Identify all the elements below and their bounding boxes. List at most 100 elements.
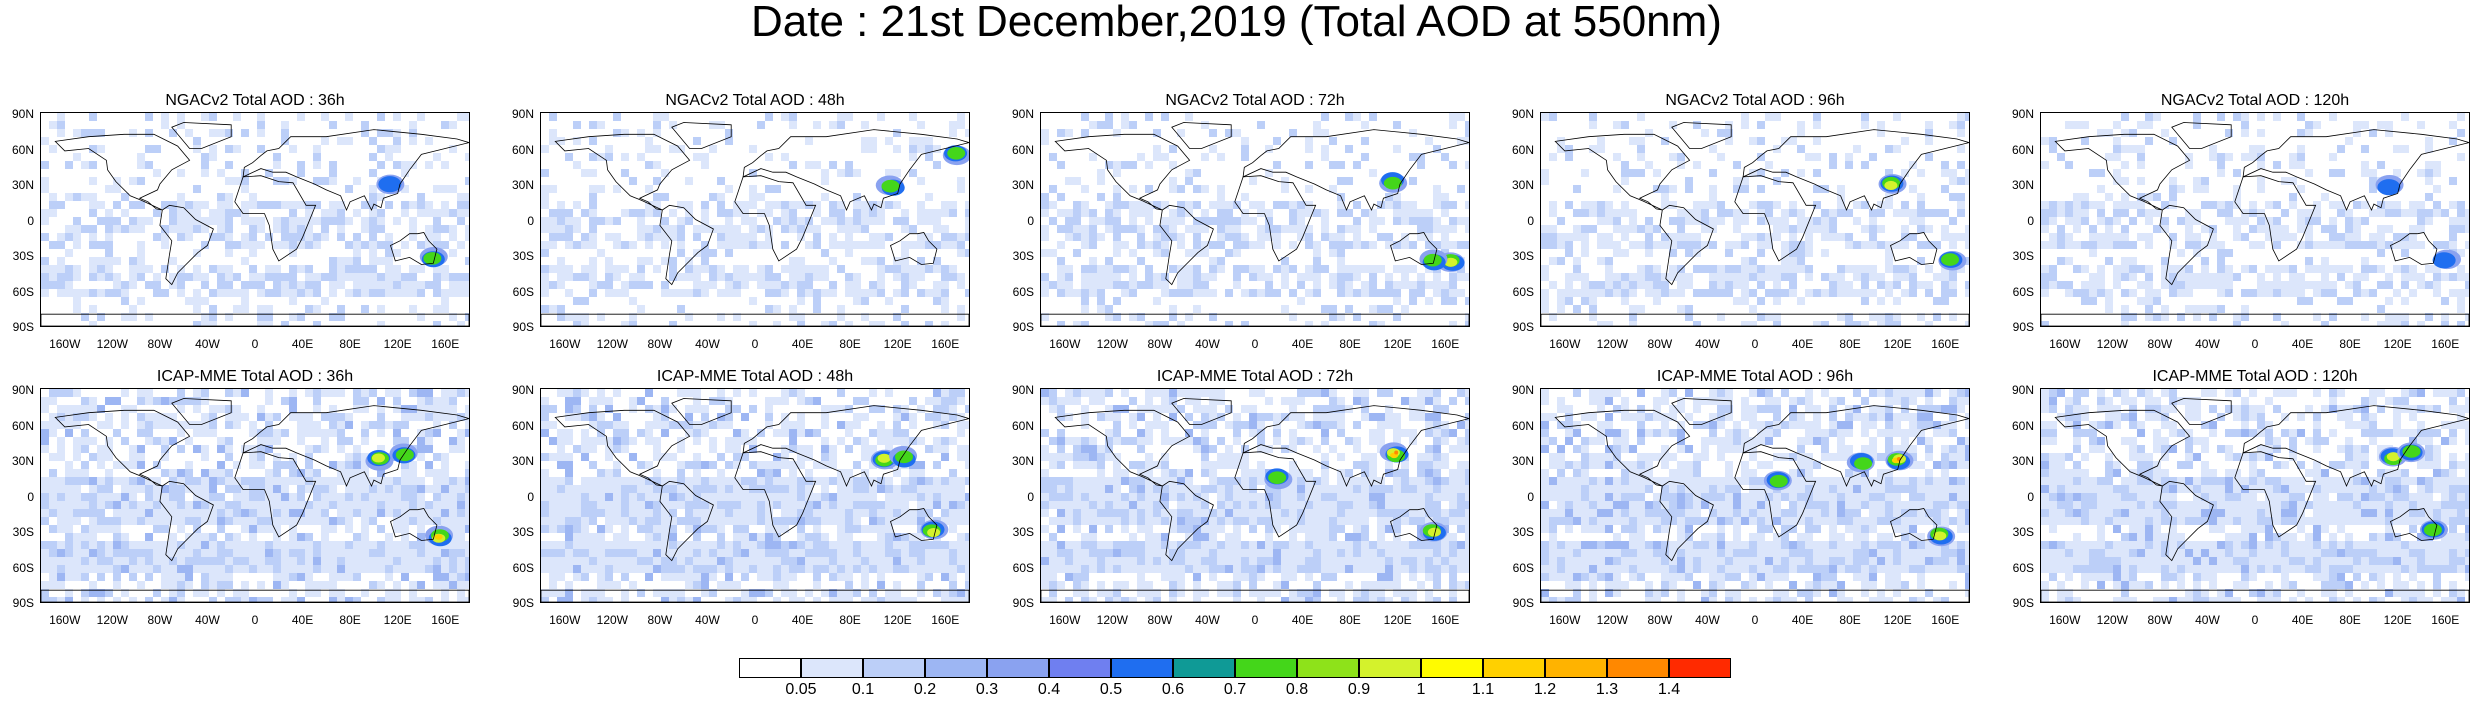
longitude-tick-label: 160W [1549, 337, 1581, 351]
colorbar-label: 0.3 [975, 681, 999, 698]
longitude-tick-label: 40W [1695, 613, 1720, 627]
aod-map [1540, 112, 1970, 327]
longitude-tick-label: 160W [1049, 337, 1081, 351]
longitude-tick-label: 160E [431, 613, 460, 627]
map-panel: NGACv2 Total AOD : 36h 90N 60N 30N 0 30S 60S 90… [0, 92, 490, 350]
colorbar-label: 1.3 [1595, 681, 1619, 698]
colorbar-swatch [739, 658, 801, 678]
latitude-tick-label: 30S [512, 525, 534, 539]
longitude-tick-label: 120E [1383, 613, 1412, 627]
latitude-tick-label: 60S [2012, 284, 2034, 299]
colorbar-label: 0.7 [1223, 681, 1247, 698]
panel-title: NGACv2 Total AOD : 36h [165, 92, 345, 109]
longitude-tick-label: 0 [251, 337, 259, 351]
latitude-tick-label: 90N [1011, 383, 1034, 397]
latitude-tick-label: 60S [12, 560, 34, 575]
latitude-tick-label: 30S [2012, 249, 2034, 263]
longitude-tick-label: 40W [1195, 337, 1220, 351]
latitude-tick-label: 60S [2012, 560, 2034, 575]
longitude-tick-label: 40E [791, 613, 814, 627]
latitude-tick-label: 30S [1012, 249, 1034, 263]
longitude-tick-label: 120E [883, 613, 912, 627]
colorbar-label: 0.2 [913, 681, 937, 698]
longitude-tick-label: 80E [339, 337, 361, 351]
latitude-tick-label: 90N [511, 383, 534, 397]
longitude-tick-label: 80W [1147, 337, 1173, 351]
longitude-tick-label: 40E [1791, 337, 1814, 351]
longitude-tick-label: 40W [2195, 613, 2220, 627]
longitude-tick-label: 40W [1195, 613, 1220, 627]
longitude-tick-label: 160W [1049, 613, 1081, 627]
latitude-tick-label: 60N [511, 418, 534, 433]
latitude-tick-label: 30S [12, 249, 34, 263]
longitude-tick-label: 160E [931, 613, 960, 627]
latitude-tick-label: 90N [2011, 107, 2034, 121]
panel-title: NGACv2 Total AOD : 96h [1665, 92, 1845, 109]
aod-map [540, 388, 970, 603]
colorbar-swatch [1235, 658, 1297, 678]
longitude-tick-label: 80W [2147, 613, 2173, 627]
longitude-tick-label: 120W [596, 337, 628, 351]
panel-title: NGACv2 Total AOD : 120h [2160, 92, 2350, 109]
latitude-tick-label: 0 [2027, 489, 2034, 504]
latitude-tick-label: 60S [1012, 560, 1034, 575]
latitude-tick-label: 90N [511, 107, 534, 121]
latitude-tick-label: 60S [1512, 284, 1534, 299]
latitude-tick-label: 90S [512, 320, 534, 334]
longitude-tick-label: 120E [1883, 337, 1912, 351]
longitude-tick-label: 80W [1647, 337, 1673, 351]
longitude-tick-label: 40E [1291, 613, 1314, 627]
longitude-tick-label: 120W [96, 337, 128, 351]
latitude-tick-label: 30N [511, 454, 534, 468]
latitude-tick-label: 90N [1511, 383, 1534, 397]
longitude-tick-label: 40E [2291, 337, 2314, 351]
colorbar-label: 0.05 [785, 681, 817, 698]
latitude-tick-label: 60N [1011, 142, 1034, 157]
aod-map [40, 388, 470, 603]
latitude-tick-label: 60S [12, 284, 34, 299]
colorbar-swatch [1669, 658, 1731, 678]
latitude-tick-label: 90S [12, 596, 34, 610]
latitude-tick-label: 30N [2011, 178, 2034, 192]
latitude-tick-label: 90N [1511, 107, 1534, 121]
longitude-tick-label: 80E [339, 613, 361, 627]
longitude-tick-label: 80W [1147, 613, 1173, 627]
longitude-tick-label: 120W [96, 613, 128, 627]
latitude-tick-label: 0 [27, 489, 34, 504]
latitude-tick-label: 60N [2011, 418, 2034, 433]
colorbar-label: 1.2 [1533, 681, 1557, 698]
colorbar-label: 0.1 [851, 681, 875, 698]
latitude-tick-label: 0 [1527, 213, 1534, 228]
latitude-tick-label: 90S [512, 596, 534, 610]
longitude-tick-label: 80E [1839, 337, 1861, 351]
longitude-tick-label: 40W [195, 337, 220, 351]
colorbar-swatch [1359, 658, 1421, 678]
longitude-tick-label: 160W [49, 613, 81, 627]
colorbar-label: 0.8 [1285, 681, 1309, 698]
longitude-tick-label: 160W [2049, 613, 2081, 627]
longitude-tick-label: 80E [839, 337, 861, 351]
longitude-tick-label: 40E [791, 337, 814, 351]
colorbar-swatch [1483, 658, 1545, 678]
latitude-tick-label: 30S [1512, 525, 1534, 539]
latitude-tick-label: 60N [2011, 142, 2034, 157]
latitude-tick-label: 60S [512, 284, 534, 299]
latitude-tick-label: 30S [512, 249, 534, 263]
longitude-tick-label: 120W [1596, 337, 1628, 351]
colorbar-swatch [1049, 658, 1111, 678]
latitude-tick-label: 60S [1512, 560, 1534, 575]
longitude-tick-label: 40W [195, 613, 220, 627]
aod-map [40, 112, 470, 327]
longitude-tick-label: 80E [1839, 613, 1861, 627]
longitude-tick-label: 120E [2383, 613, 2412, 627]
colorbar-swatch [1111, 658, 1173, 678]
colorbar-swatch [1545, 658, 1607, 678]
aod-map [540, 112, 970, 327]
colorbar-label: 0.6 [1161, 681, 1185, 698]
latitude-tick-label: 60N [11, 142, 34, 157]
latitude-tick-label: 60N [1511, 418, 1534, 433]
latitude-tick-label: 90N [11, 107, 34, 121]
longitude-tick-label: 80E [1339, 613, 1361, 627]
latitude-tick-label: 60N [1011, 418, 1034, 433]
longitude-tick-label: 160W [549, 337, 581, 351]
